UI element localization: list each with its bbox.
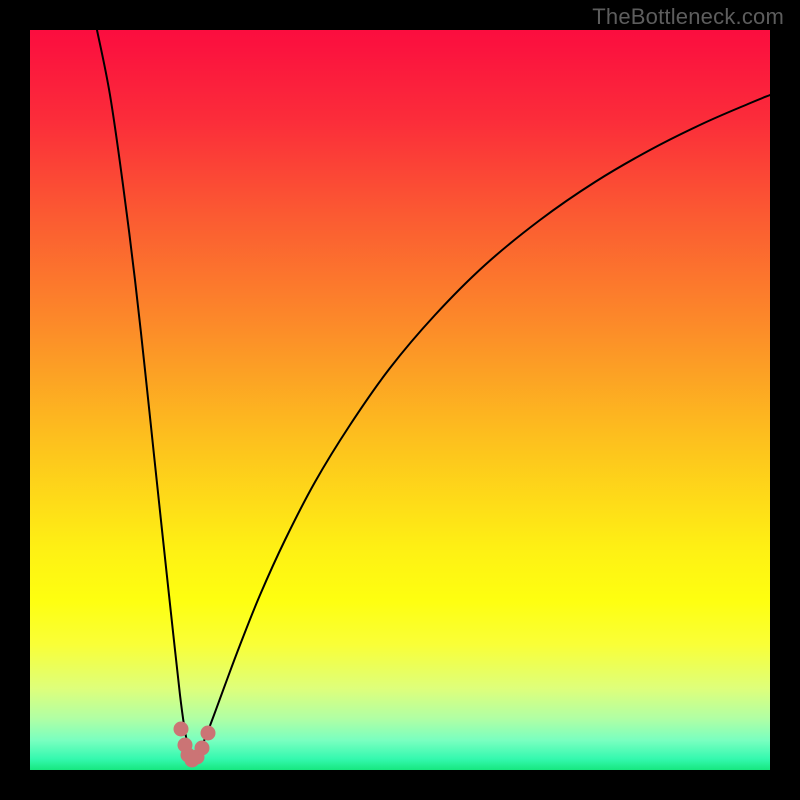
datapoint [174,722,189,737]
datapoints-layer [30,30,770,770]
plot-area [30,30,770,770]
watermark-text: TheBottleneck.com [592,4,784,30]
datapoint [201,726,216,741]
datapoint [195,741,210,756]
